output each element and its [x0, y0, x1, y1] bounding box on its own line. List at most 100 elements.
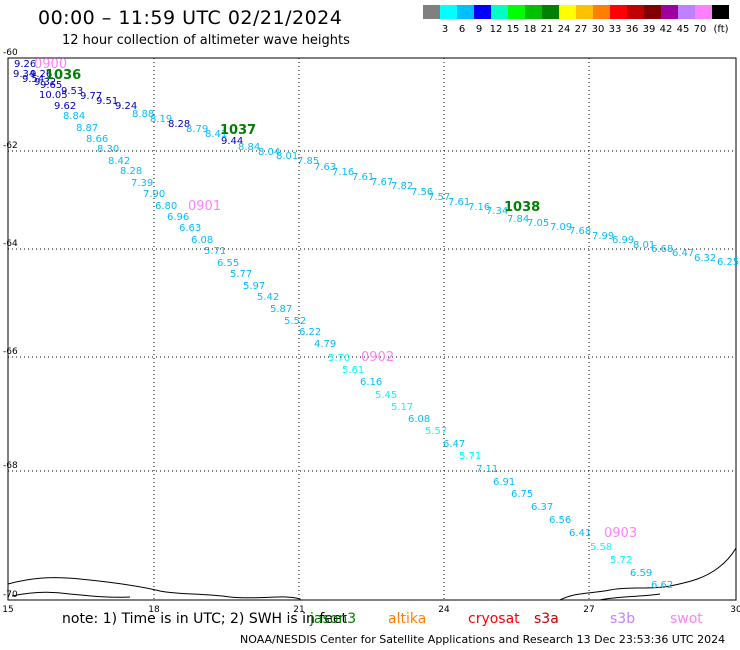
swh-value: 7.68 [569, 226, 591, 237]
colorbar-label: 18 [524, 24, 537, 35]
swh-value: 6.22 [299, 327, 321, 338]
colorbar-label: 6 [459, 24, 465, 35]
pass-time-label: 1036 [45, 68, 81, 83]
swh-value: 5.42 [257, 292, 279, 303]
swh-value: 7.90 [143, 189, 165, 200]
colorbar-swatch [576, 5, 593, 19]
track: 8.848.878.668.308.428.287.397.906.806.96… [63, 111, 336, 350]
swh-value: 7.39 [131, 178, 153, 189]
swh-value: 6.08 [408, 414, 430, 425]
legend-s3b: s3b [610, 611, 636, 627]
pass-time-label: 0902 [361, 350, 394, 365]
colorbar-label: 21 [541, 24, 554, 35]
swh-value: 7.34 [486, 206, 508, 217]
swh-value: 9.26 [14, 59, 36, 70]
colorbar-swatch [712, 5, 729, 19]
swh-value: 5.87 [270, 304, 292, 315]
colorbar-swatch [593, 5, 610, 19]
swh-value: 6.41 [569, 528, 591, 539]
swh-value: 7.63 [314, 162, 336, 173]
colorbar-label: 3 [442, 24, 448, 35]
swh-value: 6.47 [443, 439, 465, 450]
swh-value: 9.34 [13, 69, 35, 80]
swh-value: 6.99 [612, 235, 634, 246]
swh-value: 5.70 [328, 353, 350, 364]
swh-value: 8.42 [108, 156, 130, 167]
swh-value: 7.61 [448, 197, 470, 208]
colorbar-swatch [559, 5, 576, 19]
track: 1038 [504, 200, 540, 215]
colorbar-swatch [678, 5, 695, 19]
swh-value: 7.56 [411, 187, 433, 198]
pass-time-label: 0900 [34, 57, 67, 72]
swh-value: 4.79 [314, 339, 336, 350]
x-tick-label: 18 [148, 605, 160, 612]
swh-value: 9.44 [221, 136, 243, 147]
swh-value: 6.08 [191, 235, 213, 246]
colorbar-label: 45 [677, 24, 690, 35]
swh-value: 6.55 [217, 258, 239, 269]
y-tick-label: -64 [3, 239, 18, 249]
colorbar-label: 24 [558, 24, 571, 35]
swh-value: 6.56 [549, 515, 571, 526]
coastline-east-inner [599, 593, 661, 601]
pass-time-label: 0903 [604, 526, 637, 541]
x-tick-label: 24 [438, 605, 450, 612]
swh-value: 8.84 [63, 111, 85, 122]
pass-time-label: 0901 [188, 199, 221, 214]
swh-value: 7.05 [527, 218, 549, 229]
swh-value: 8.30 [97, 144, 119, 155]
swh-value: 5.61 [342, 365, 364, 376]
colorbar-label: 42 [660, 24, 673, 35]
swh-value: 7.67 [371, 177, 393, 188]
colorbar-label: 30 [592, 24, 605, 35]
y-tick-label: -66 [3, 347, 18, 357]
swh-value: 5.57 [425, 426, 447, 437]
swh-value: 8.79 [186, 124, 208, 135]
map-title: 00:00 – 11:59 UTC 02/21/2024 [38, 7, 343, 29]
colorbar-swatch [644, 5, 661, 19]
y-tick-label: -70 [3, 590, 18, 600]
colorbar-label: 36 [626, 24, 639, 35]
pass-time-label: 1037 [220, 123, 256, 138]
swh-value: 9.62 [54, 101, 76, 112]
legend-altika: altika [388, 611, 427, 627]
swh-value: 8.28 [168, 119, 190, 130]
colorbar-swatch [440, 5, 457, 19]
colorbar-swatch [508, 5, 525, 19]
colorbar-swatch [423, 5, 440, 19]
legend-s3a: s3a [534, 611, 559, 627]
swh-value: 6.68 [651, 244, 673, 255]
swh-value: 7.61 [352, 172, 374, 183]
swh-value: 6.32 [694, 253, 716, 264]
axis-ticks: 15 18 21 24 27 30 -60 -62 -64 -66 -68 -70 [2, 48, 740, 612]
colorbar-unit: (ft) [713, 24, 728, 35]
y-tick-label: -62 [3, 141, 18, 151]
map-grid [8, 58, 736, 600]
legend-swot: swot [670, 611, 703, 627]
swh-value: 6.91 [493, 477, 515, 488]
swh-value: 7.11 [476, 464, 498, 475]
swh-value: 7.82 [391, 181, 413, 192]
swh-value: 5.77 [230, 269, 252, 280]
swh-value: 5.97 [243, 281, 265, 292]
track: 5.58 5.72 6.596.62 0903 [590, 526, 673, 591]
x-tick-label: 27 [583, 605, 594, 612]
colorbar-label: 9 [476, 24, 482, 35]
colorbar-swatch [695, 5, 712, 19]
swh-value: 6.47 [672, 248, 694, 259]
y-tick-label: -60 [3, 48, 18, 58]
x-tick-label: 15 [2, 605, 13, 612]
colorbar-swatch [627, 5, 644, 19]
swh-value: 5.71 [204, 246, 226, 257]
legend-cryosat: cryosat [468, 611, 520, 627]
swh-value: 6.25 [717, 257, 739, 268]
swh-value: 9.51 [96, 96, 118, 107]
swh-value: 7.99 [592, 231, 614, 242]
swh-value: 8.41 [205, 129, 227, 140]
swh-value: 7.16 [468, 202, 490, 213]
altimeter-map: 15 18 21 24 27 30-60-62-64-66-68-70 9.269.349… [2, 48, 740, 612]
swh-value: 9.32 [34, 77, 56, 88]
map-subtitle: 12 hour collection of altimeter wave hei… [62, 33, 350, 48]
swh-value: 8.01 [276, 151, 298, 162]
